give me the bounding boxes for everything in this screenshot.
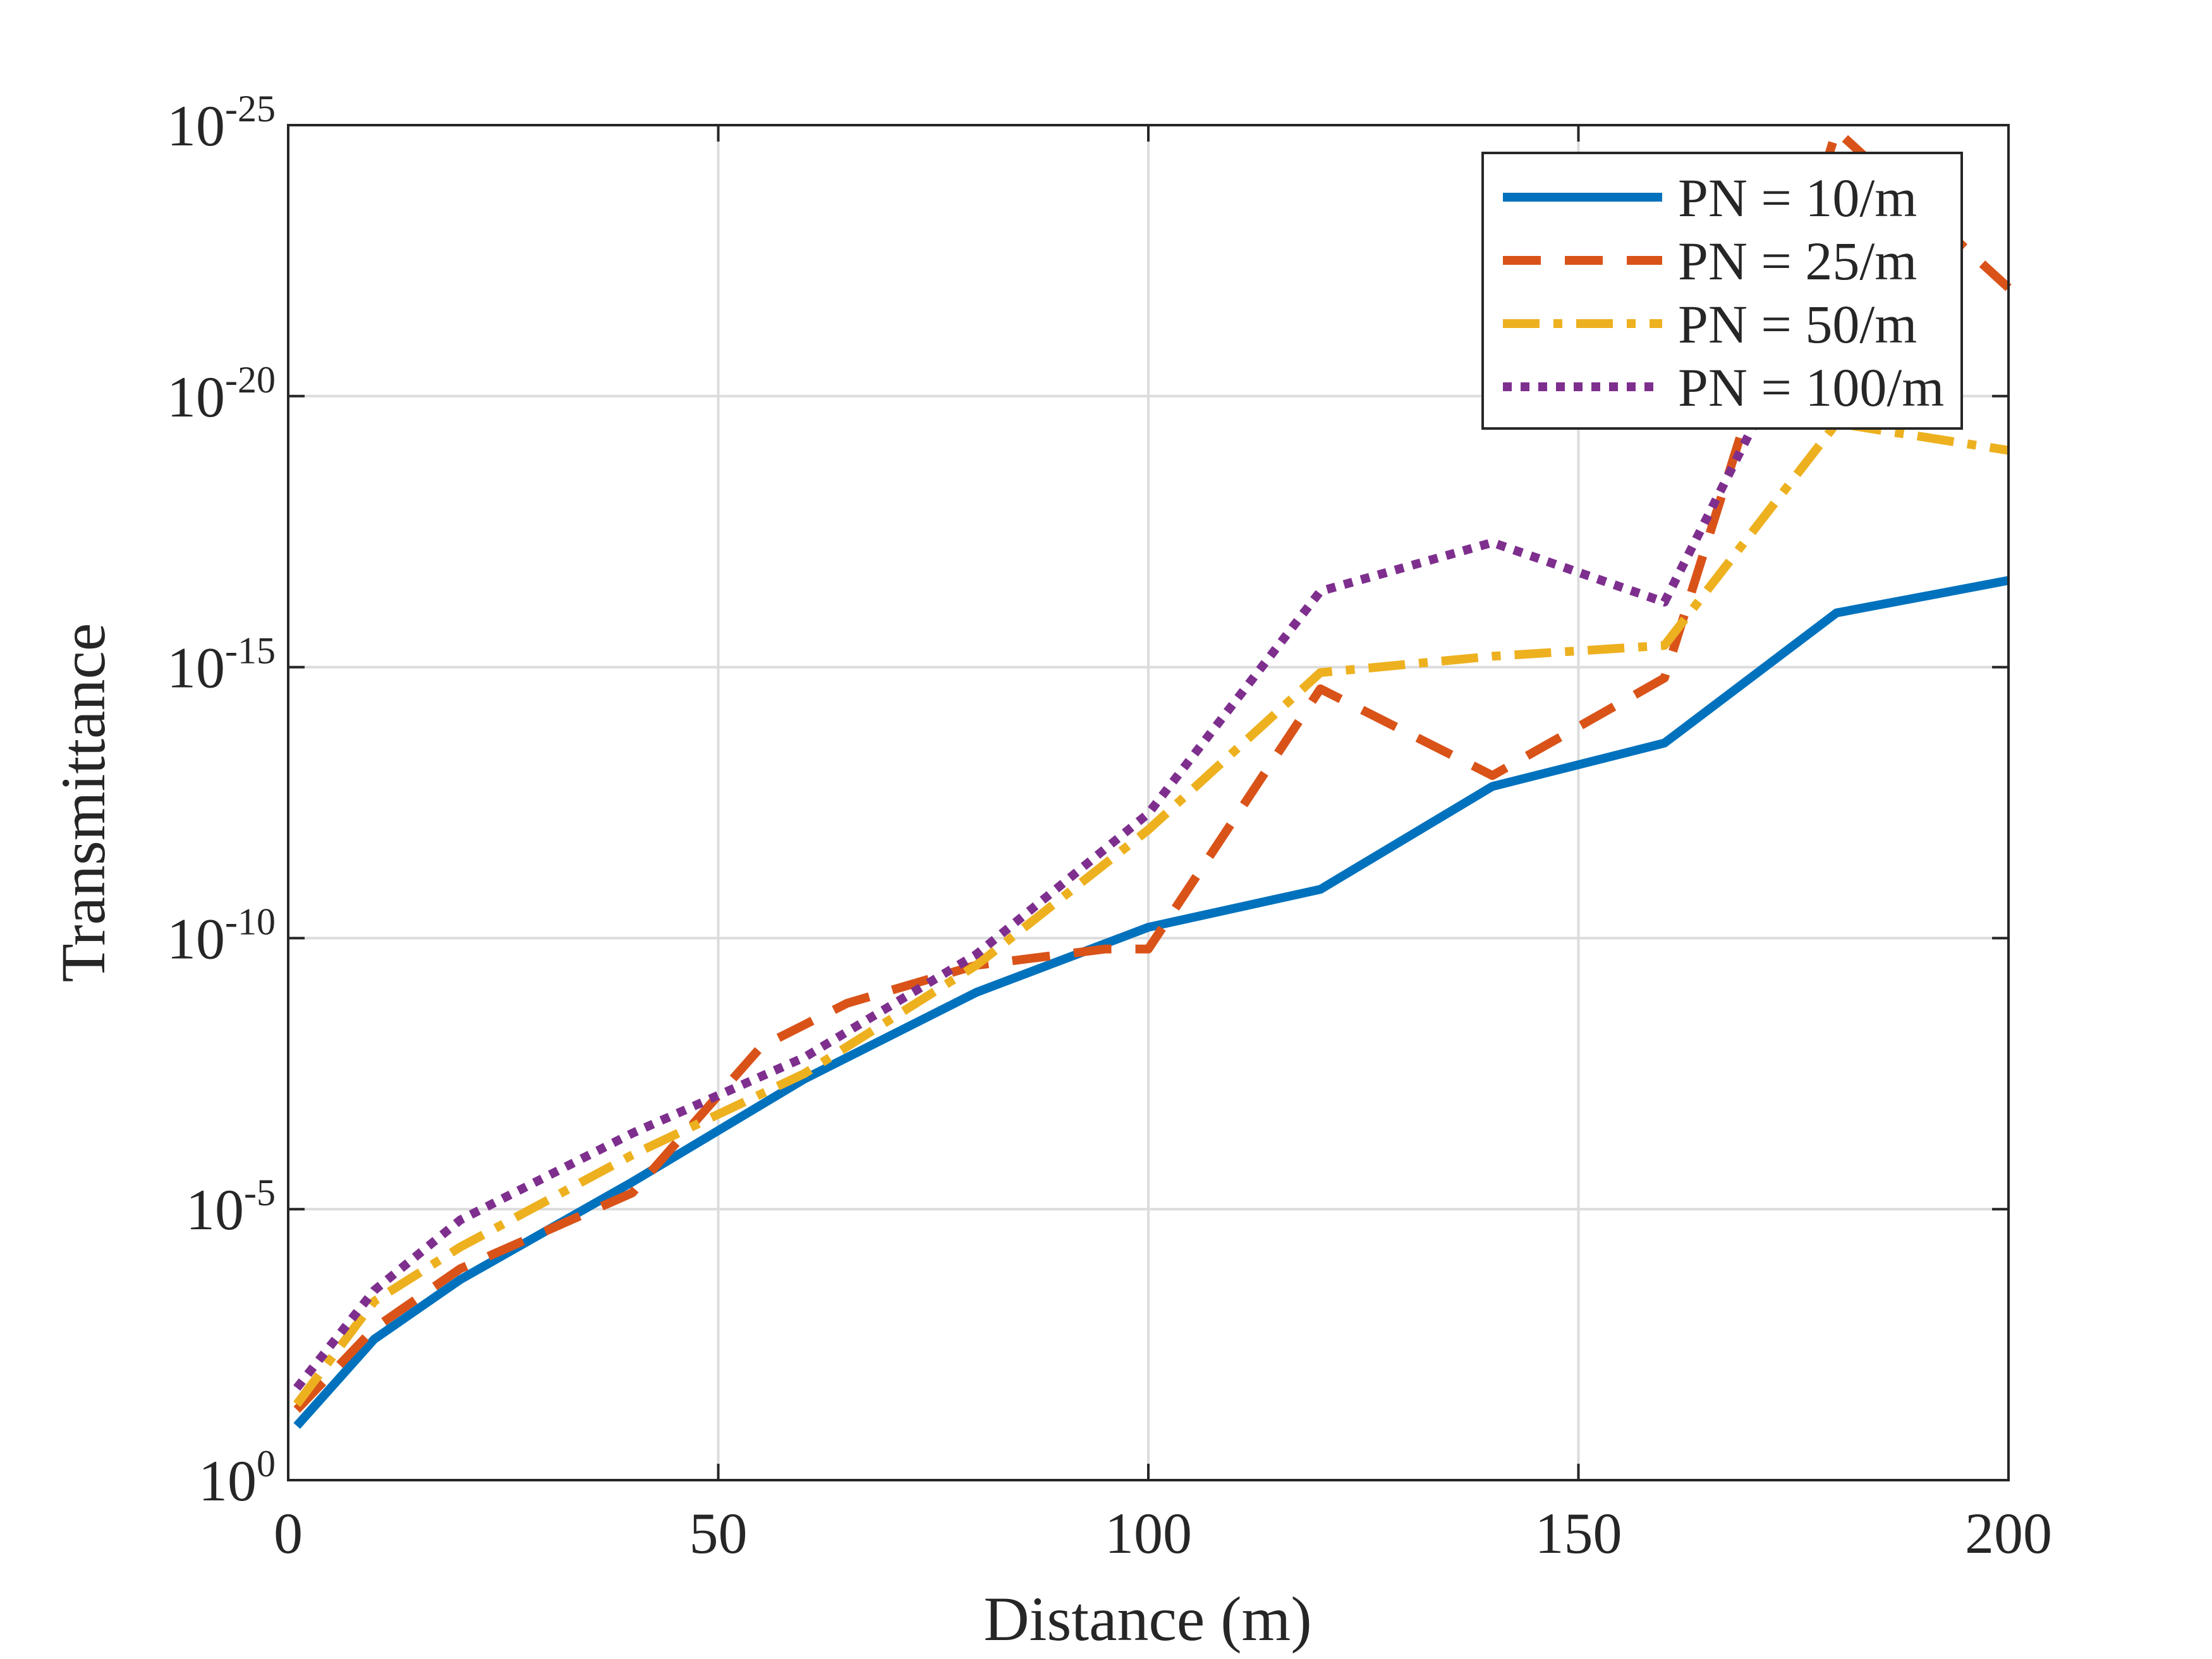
legend-label-3: PN = 50/m [1678, 294, 1917, 355]
y-tick-label: 10-5 [186, 1172, 276, 1242]
legend-label-2: PN = 25/m [1678, 231, 1917, 291]
y-tick-label: 10-10 [167, 901, 276, 971]
y-tick-exponent: -20 [225, 359, 276, 401]
x-tick-label: 150 [1535, 1501, 1622, 1565]
x-tick-label: 50 [690, 1501, 748, 1565]
y-tick-base: 10 [167, 365, 225, 429]
x-tick-label: 100 [1105, 1501, 1192, 1565]
y-tick-base: 10 [167, 94, 225, 158]
y-tick-label: 10-20 [167, 359, 276, 429]
series-line-1 [293, 576, 2010, 1429]
y-tick-base: 10 [167, 636, 225, 700]
legend-label-4: PN = 100/m [1678, 357, 1944, 418]
y-tick-exponent: -15 [225, 630, 276, 672]
y-tick-base: 10 [186, 1177, 244, 1242]
x-tick-label: 0 [274, 1501, 303, 1565]
y-tick-label: 10-15 [167, 630, 276, 700]
legend: PN = 10/mPN = 25/mPN = 50/mPN = 100/m [1481, 152, 1963, 430]
legend-label-1: PN = 10/m [1678, 167, 1917, 228]
axes [287, 124, 2010, 1481]
series-line-4 [293, 258, 1841, 1391]
y-tick-exponent: -10 [225, 901, 276, 942]
y-tick-label: 10-25 [167, 88, 276, 158]
y-axis-label: Transmittance [48, 623, 118, 982]
x-axis-label: Distance (m) [983, 1584, 1311, 1654]
series-lines [293, 126, 2012, 1429]
y-tick-exponent: 0 [257, 1443, 276, 1485]
y-tick-base: 10 [167, 906, 225, 971]
x-tick-label: 200 [1965, 1501, 2052, 1565]
y-tick-exponent: -25 [225, 88, 276, 130]
y-tick-label: 100 [198, 1443, 276, 1513]
series-line-2 [293, 126, 2012, 1413]
y-tick-base: 10 [198, 1449, 257, 1513]
y-tick-exponent: -5 [244, 1172, 276, 1213]
